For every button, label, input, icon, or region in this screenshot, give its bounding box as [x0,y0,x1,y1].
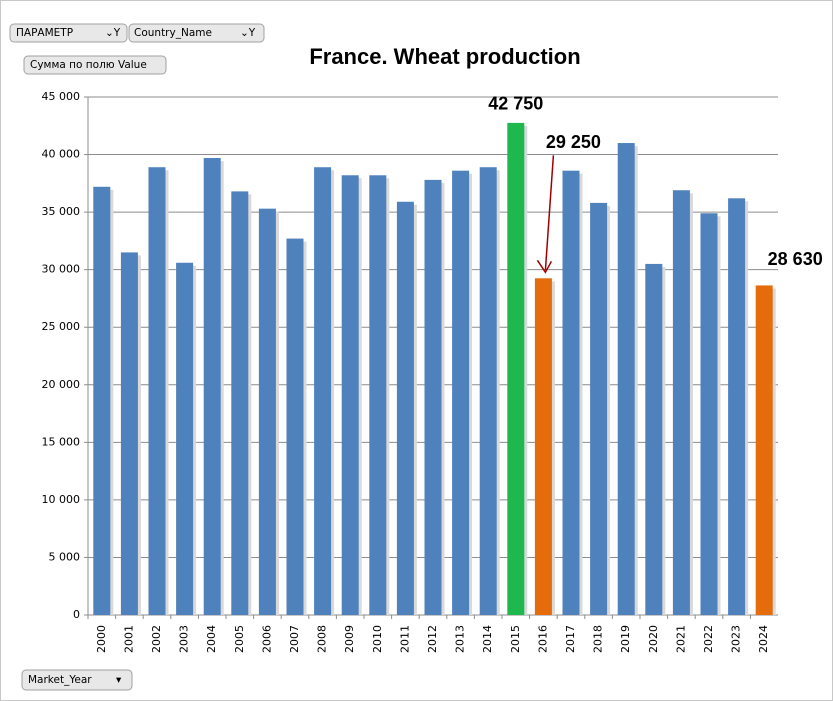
bar [590,202,608,615]
x-tick-label: 2016 [536,625,549,653]
x-tick-label: 2019 [619,625,632,653]
bar [258,208,276,615]
x-tick-label: 2005 [233,625,246,653]
bar [120,252,138,615]
x-tick-label: 2004 [205,625,218,653]
bar [617,143,635,616]
x-tick-label: 2008 [316,625,329,653]
annotation-arrow [544,155,555,271]
x-tick-label: 2002 [150,625,163,653]
x-tick-label: 2001 [122,625,135,653]
x-tick-label: 2020 [647,625,660,653]
bar [203,158,221,615]
bar [424,179,442,615]
x-tick-label: 2013 [454,625,467,653]
bar [369,175,387,615]
axis-field-button[interactable]: Market_Year ▾ [21,669,133,691]
measure-label[interactable]: Сумма по полю Value [30,59,147,71]
bar [645,263,663,615]
x-tick-label: 2007 [288,625,301,653]
bar [534,278,552,615]
x-tick-label: 2012 [426,625,439,653]
value-label: 29 250 [546,132,601,152]
x-tick-label: 2015 [509,625,522,653]
y-tick-label: 35 000 [42,205,81,218]
bar [562,170,580,615]
bar [507,122,525,616]
x-tick-label: 2010 [371,625,384,653]
chart-title: France. Wheat production [309,44,580,69]
filter-button[interactable]: ПАРАМЕТР ⌄Y [9,23,128,43]
filter-icon[interactable]: ⌄Y [240,27,256,39]
x-tick-label: 2011 [398,625,411,653]
bar [396,201,414,616]
x-tick-label: 2009 [343,625,356,653]
filter-label[interactable]: Country_Name [134,27,212,39]
x-tick-label: 2017 [564,625,577,653]
y-tick-label: 5 000 [49,550,81,563]
bar [755,285,773,615]
value-label: 28 630 [768,249,823,269]
bar [314,167,332,615]
y-tick-label: 20 000 [42,378,81,391]
y-tick-label: 30 000 [42,263,81,276]
x-tick-label: 2021 [674,625,687,653]
annotation-arrowhead [536,259,553,274]
filter-label[interactable]: ПАРАМЕТР [16,27,73,39]
bar [700,213,718,616]
bar [176,262,194,615]
x-tick-label: 2006 [260,625,273,653]
x-tick-label: 2000 [95,625,108,653]
x-tick-label: 2023 [730,625,743,653]
bar [452,170,470,615]
bar [286,238,304,615]
filter-icon[interactable]: ⌄Y [105,27,121,39]
x-tick-label: 2003 [178,625,191,653]
y-tick-label: 0 [73,608,80,621]
bar [93,186,111,615]
axis-field-label[interactable]: Market_Year [28,674,92,686]
bar [148,167,166,615]
bar [479,167,497,615]
y-tick-label: 15 000 [42,435,81,448]
bar [672,190,690,616]
bar [341,175,359,615]
y-tick-label: 25 000 [42,320,81,333]
bar [231,191,249,615]
y-tick-label: 40 000 [42,148,81,161]
bar [728,198,746,615]
dropdown-icon[interactable]: ▾ [116,674,122,686]
y-tick-label: 45 000 [42,90,81,103]
filter-button[interactable]: Country_Name ⌄Y [128,23,265,43]
y-tick-label: 10 000 [42,493,81,506]
x-tick-label: 2022 [702,625,715,653]
x-tick-label: 2014 [481,625,494,653]
x-tick-label: 2024 [757,625,770,653]
value-label: 42 750 [488,94,543,114]
measure-button[interactable]: Сумма по полю Value [23,55,167,75]
x-tick-label: 2018 [592,625,605,653]
